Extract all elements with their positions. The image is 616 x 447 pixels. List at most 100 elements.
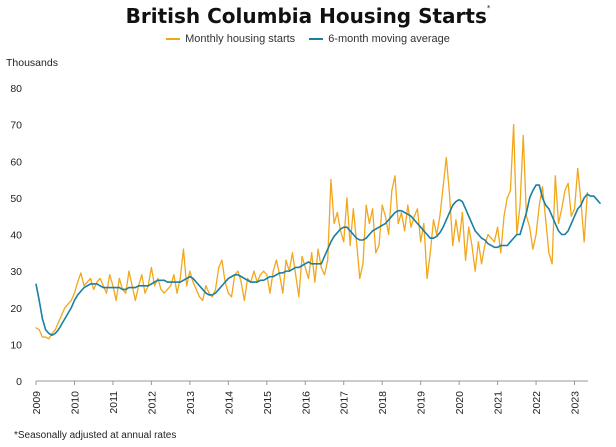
data-point-monthly (221, 259, 223, 261)
data-point-moving-average (352, 233, 354, 236)
data-point-moving-average (535, 184, 537, 186)
data-point-moving-average (490, 244, 492, 247)
data-point-monthly (134, 299, 136, 302)
data-point-monthly (61, 314, 63, 316)
data-point-monthly (73, 292, 76, 294)
data-point-moving-average (458, 199, 460, 201)
data-point-monthly (243, 299, 245, 302)
data-point-monthly (493, 241, 495, 243)
x-tick-label: 2011 (108, 391, 120, 414)
data-point-monthly (150, 266, 152, 269)
data-point-moving-average (170, 281, 172, 283)
data-point-moving-average (381, 224, 383, 226)
data-point-moving-average (445, 219, 447, 221)
data-point-moving-average (365, 237, 367, 239)
data-point-monthly (330, 178, 332, 181)
data-point-moving-average (384, 222, 387, 225)
data-point-moving-average (551, 215, 553, 217)
data-point-monthly (170, 285, 172, 287)
data-point-monthly (64, 307, 66, 309)
data-point-monthly (214, 288, 217, 291)
data-point-monthly (458, 241, 460, 243)
series-line-monthly (35, 123, 589, 340)
data-point-moving-average (477, 233, 479, 236)
data-point-moving-average (83, 287, 85, 289)
data-point-moving-average (259, 279, 261, 281)
data-point-moving-average (333, 235, 335, 237)
data-point-moving-average (279, 272, 281, 274)
data-point-moving-average (202, 288, 204, 291)
data-point-monthly (211, 296, 213, 298)
data-point-moving-average (307, 261, 310, 263)
x-tick-label: 2014 (223, 391, 235, 415)
data-point-monthly (538, 204, 540, 206)
data-point-monthly (375, 252, 377, 254)
data-point-moving-average (263, 279, 265, 281)
data-point-monthly (298, 296, 300, 298)
data-point-monthly (115, 299, 117, 302)
data-point-monthly (391, 189, 393, 192)
data-point-moving-average (291, 268, 294, 270)
data-point-monthly (448, 193, 451, 195)
data-point-monthly (105, 292, 108, 294)
data-point-monthly (323, 274, 326, 276)
data-point-moving-average (205, 292, 207, 294)
data-point-monthly (237, 270, 239, 272)
data-point-monthly (346, 197, 348, 199)
data-point-moving-average (182, 279, 185, 281)
data-point-monthly (480, 263, 483, 265)
data-point-moving-average (487, 243, 489, 245)
data-point-moving-average (118, 287, 120, 289)
data-point-monthly (586, 191, 588, 193)
data-point-monthly (426, 277, 428, 280)
data-point-moving-average (131, 287, 133, 289)
data-point-monthly (471, 244, 473, 247)
data-point-monthly (227, 292, 229, 294)
data-point-monthly (314, 281, 316, 283)
data-point-moving-average (500, 244, 502, 247)
data-point-monthly (490, 237, 492, 239)
data-point-moving-average (214, 292, 217, 294)
data-point-monthly (545, 219, 547, 221)
data-point-monthly (474, 270, 476, 272)
data-point-moving-average (493, 246, 495, 248)
data-point-monthly (285, 259, 287, 261)
data-point-monthly (154, 285, 156, 287)
data-point-moving-average (137, 285, 140, 287)
data-point-monthly (141, 274, 143, 276)
data-point-moving-average (256, 281, 258, 283)
y-tick-label: 30 (10, 266, 22, 278)
data-point-moving-average (589, 195, 592, 197)
data-point-monthly (327, 259, 329, 261)
data-point-moving-average (429, 237, 431, 239)
data-point-moving-average (179, 281, 181, 283)
data-point-moving-average (269, 276, 271, 278)
title-footnote-marker: * (486, 4, 491, 12)
data-point-monthly (349, 244, 351, 247)
data-point-moving-average (554, 222, 556, 225)
data-point-monthly (461, 211, 463, 214)
data-point-monthly (410, 226, 412, 228)
data-point-monthly (275, 259, 278, 261)
data-point-monthly (89, 277, 92, 280)
data-point-monthly (173, 274, 175, 276)
data-point-moving-average (234, 274, 236, 276)
data-point-monthly (45, 336, 47, 338)
data-point-monthly (564, 189, 566, 192)
data-point-monthly (57, 321, 60, 323)
data-point-moving-average (89, 283, 92, 285)
data-point-moving-average (173, 281, 175, 283)
data-point-monthly (573, 208, 576, 210)
data-point-monthly (359, 277, 361, 280)
data-point-moving-average (311, 263, 313, 265)
data-point-monthly (195, 288, 197, 291)
data-point-moving-average (134, 287, 136, 289)
data-point-monthly (208, 292, 210, 294)
data-point-moving-average (541, 197, 544, 199)
data-point-monthly (182, 248, 185, 250)
data-point-monthly (51, 332, 53, 334)
data-point-moving-average (208, 294, 210, 296)
legend-swatch-monthly (166, 38, 181, 40)
data-point-moving-average (112, 287, 114, 289)
data-point-monthly (557, 222, 560, 225)
